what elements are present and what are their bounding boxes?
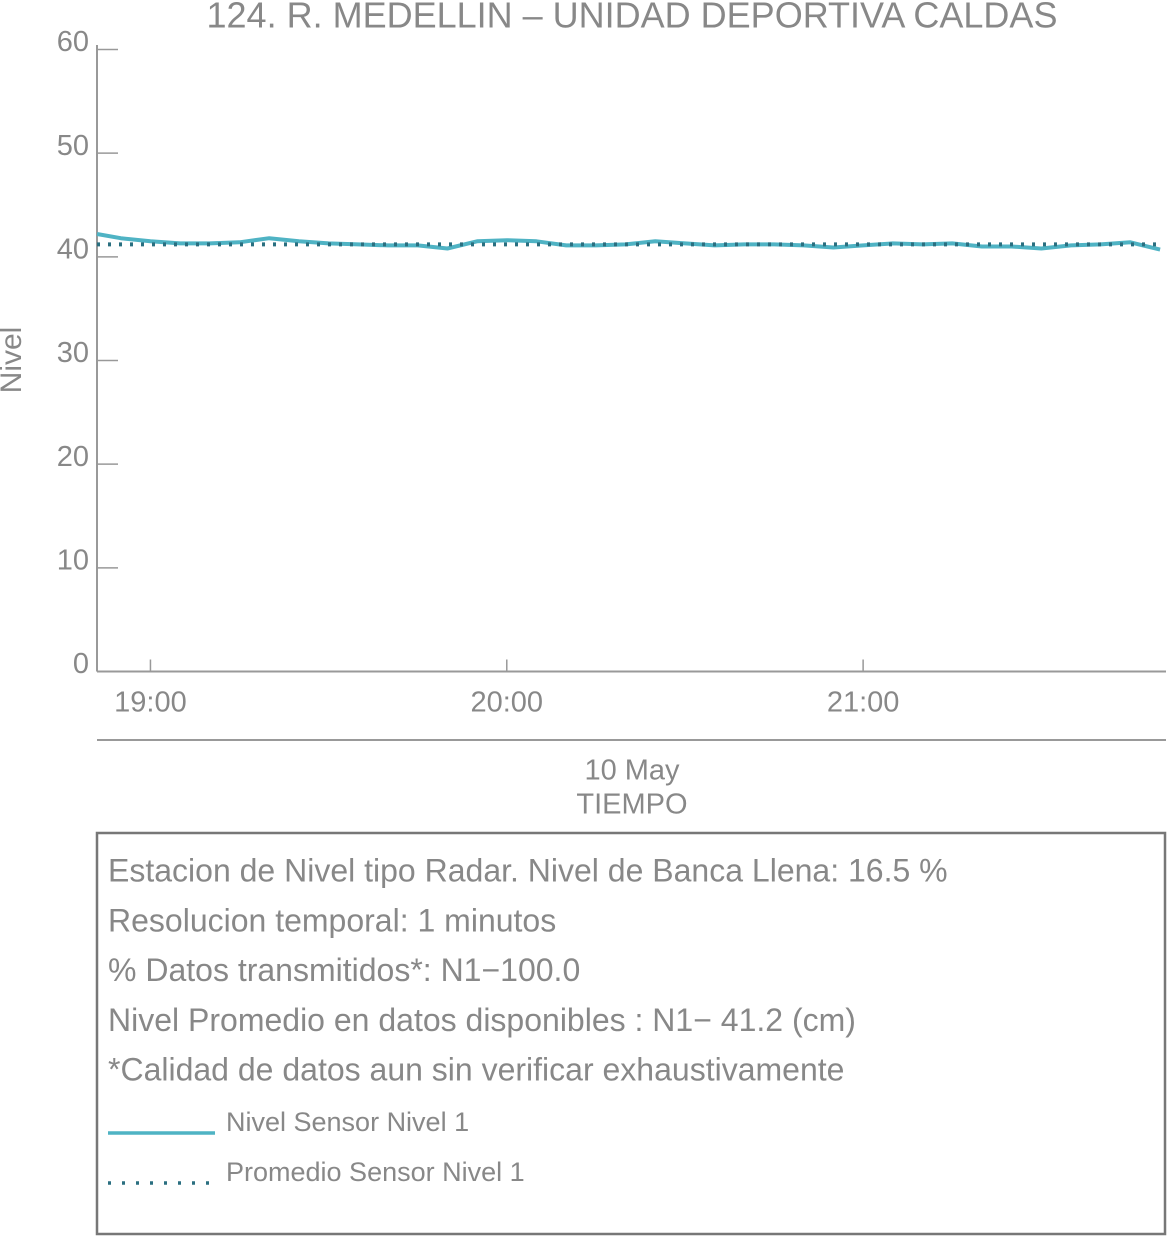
legend-label: Promedio Sensor Nivel 1 [226,1157,525,1187]
y-tick-label: 0 [73,648,89,680]
info-line: *Calidad de datos aun sin verificar exha… [108,1052,844,1088]
info-line: Resolucion temporal: 1 minutos [108,902,556,938]
x-tick-label: 19:00 [114,687,187,719]
info-box [95,831,1167,1236]
info-line: % Datos transmitidos*: N1−100.0 [108,952,580,988]
y-axis-label: Nivel [0,327,28,394]
x-axis-sublabel: 10 May [584,755,680,787]
y-tick-label: 30 [57,337,89,369]
x-tick-label: 20:00 [470,687,543,719]
y-tick-label: 60 [57,26,89,58]
legend-label: Nivel Sensor Nivel 1 [226,1107,469,1137]
data-line [96,232,1161,252]
y-tick-label: 10 [57,544,89,576]
x-axis-label: TIEMPO [576,789,687,821]
y-tick-label: 20 [57,441,89,473]
info-line: Nivel Promedio en datos disponibles : N1… [108,1002,856,1038]
y-tick-label: 50 [57,130,89,162]
y-tick-label: 40 [57,233,89,265]
x-tick-label: 21:00 [827,687,900,719]
info-line: Estacion de Nivel tipo Radar. Nivel de B… [108,852,948,888]
chart-title: 124. R. MEDELLIN – UNIDAD DEPORTIVA CALD… [207,0,1058,36]
